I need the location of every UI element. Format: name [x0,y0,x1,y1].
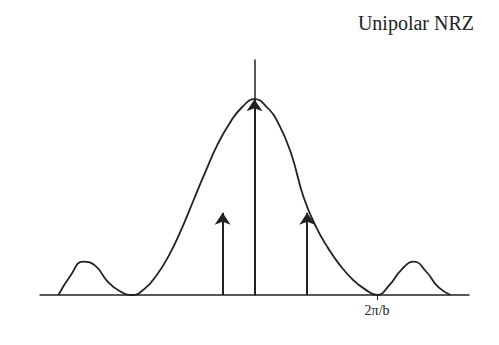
svg-text:Unipolar NRZ: Unipolar NRZ [358,12,474,35]
svg-text:2π/b: 2π/b [365,303,390,318]
